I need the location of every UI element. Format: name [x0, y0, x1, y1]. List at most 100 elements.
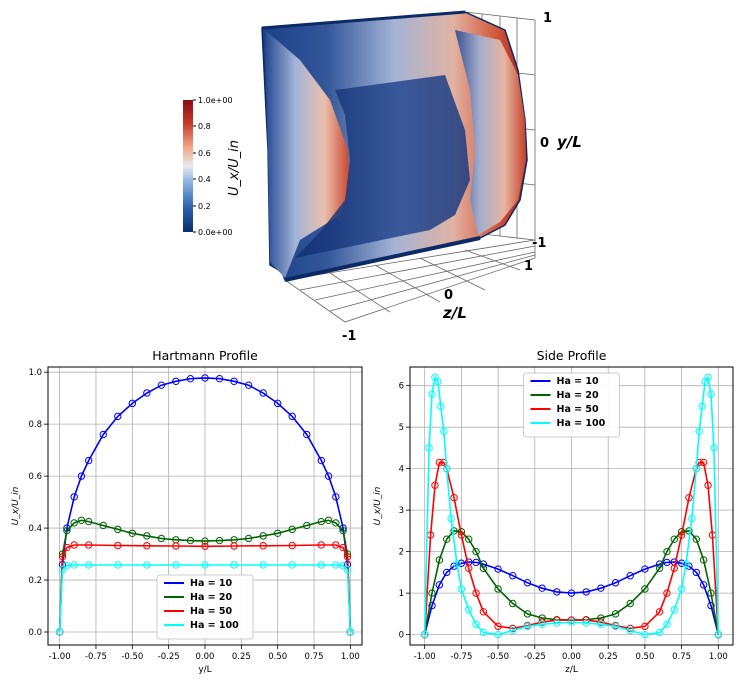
hartmann-chart: Hartmann Profile -1.00 -0.75 -0.50 -0.25 0.00…	[0, 345, 372, 683]
colorbar-tick: 0.0e+00	[198, 228, 233, 237]
data-point	[339, 543, 347, 552]
z-tick: 0	[444, 288, 453, 303]
data-point	[143, 542, 151, 550]
data-point	[682, 560, 690, 568]
y-axis-label: U_x/U_in	[373, 486, 383, 525]
plot-frame	[47, 366, 363, 646]
axis3d-ticks: 1 0 -1 1 0 -1	[342, 11, 552, 344]
legend-label: Ha = 20	[557, 390, 600, 401]
z-axis-3d-label: z/L	[442, 304, 467, 322]
data-point	[259, 542, 267, 550]
data-point	[450, 494, 458, 502]
x-tick-label: 0.00	[562, 652, 581, 662]
data-point	[457, 531, 466, 539]
data-point	[63, 543, 71, 552]
y-tick-label: 0.6	[28, 472, 42, 482]
left-lobe	[265, 30, 350, 278]
x-tick-label: -1.00	[414, 652, 436, 662]
data-point	[215, 536, 224, 545]
data-point	[443, 535, 451, 543]
data-point	[99, 521, 107, 530]
legend-label: Ha = 50	[557, 404, 600, 415]
data-point	[259, 389, 267, 397]
y-axis-label: U_x/U_in	[11, 486, 21, 525]
series-line	[423, 375, 720, 636]
data-point	[677, 559, 686, 567]
data-point	[714, 630, 723, 639]
data-point	[670, 564, 678, 572]
data-point	[85, 517, 93, 526]
colorbar-tick: 1.0e+00	[198, 96, 233, 105]
data-point	[114, 525, 122, 534]
data-point	[70, 561, 78, 569]
legend-label: Ha = 100	[557, 418, 606, 429]
data-point	[324, 516, 333, 524]
x-tick-label: -0.75	[85, 652, 107, 662]
data-point	[699, 581, 708, 589]
data-point	[447, 514, 455, 523]
legend-box	[156, 574, 254, 640]
data-point	[707, 589, 715, 597]
series-line	[58, 519, 352, 633]
colorbar-tick: 0.2	[198, 202, 211, 211]
data-point	[494, 630, 502, 639]
x-tick-label: -0.25	[524, 652, 546, 662]
data-point	[55, 628, 64, 636]
data-point	[472, 589, 480, 597]
y-tick-label: 0.4	[28, 524, 42, 534]
data-point	[611, 579, 620, 587]
data-point	[317, 561, 325, 569]
colorbar-ticks: 1.0e+00 0.8 0.6 0.4 0.2 0.0e+00	[193, 96, 233, 237]
data-point	[677, 531, 686, 539]
series-line	[423, 561, 720, 635]
colorbar	[183, 100, 193, 232]
data-point	[663, 589, 671, 597]
data-point	[201, 561, 209, 569]
y-tick-label: 2	[399, 548, 404, 558]
data-point	[707, 390, 715, 398]
data-point	[143, 389, 151, 397]
data-point	[143, 532, 151, 540]
data-point	[420, 630, 429, 639]
z-tick: -1	[342, 329, 356, 344]
data-point	[611, 622, 620, 631]
x-tick-label: -0.25	[158, 652, 180, 662]
data-point	[428, 589, 436, 597]
data-point	[699, 556, 708, 564]
data-point	[332, 493, 340, 501]
data-point	[259, 532, 267, 540]
chart-title: Side Profile	[537, 348, 607, 363]
data-point	[655, 628, 664, 637]
legend-box	[523, 372, 620, 438]
data-point	[509, 599, 517, 608]
data-point	[626, 599, 634, 608]
hartmann-chart-svg: Hartmann Profile-1.00 -0.75 -0.50 -0.25 0.00…	[11, 348, 363, 675]
data-point	[215, 374, 224, 383]
data-point	[685, 494, 693, 502]
data-point	[58, 565, 67, 574]
data-point	[128, 399, 137, 408]
data-point	[582, 619, 590, 627]
data-point	[244, 534, 253, 543]
x-axis-label: y/L	[198, 665, 211, 675]
series-line	[58, 377, 352, 633]
x-tick-label: 0.50	[635, 652, 654, 662]
data-point	[663, 620, 671, 628]
y-tick-label: 0.8	[28, 420, 42, 430]
legend-label: Ha = 50	[190, 606, 233, 617]
render-3d-svg: 1.0e+00 0.8 0.6 0.4 0.2 0.0e+00 U_x/U_in…	[183, 10, 582, 344]
data-point	[523, 622, 532, 631]
data-point	[457, 559, 466, 567]
x-tick-label: 0.75	[305, 652, 324, 662]
y-tick: 1	[543, 11, 552, 26]
legend-label: Ha = 20	[190, 592, 233, 603]
data-point	[450, 527, 458, 535]
data-point	[663, 547, 671, 556]
data-point	[186, 374, 195, 383]
data-point	[303, 521, 311, 530]
z-tick: 1	[524, 259, 533, 274]
data-point	[85, 456, 93, 465]
data-point	[85, 561, 93, 569]
data-point	[425, 444, 433, 452]
data-point	[465, 606, 473, 614]
